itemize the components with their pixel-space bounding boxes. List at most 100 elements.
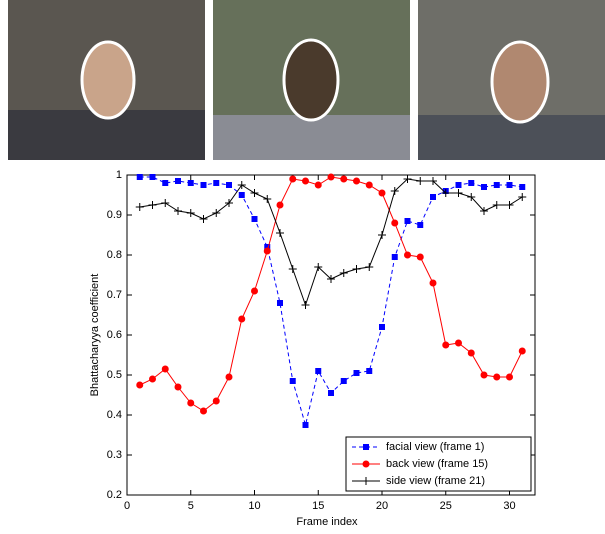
marker [288, 265, 297, 273]
marker [314, 263, 323, 271]
marker [365, 181, 373, 189]
marker [277, 300, 283, 306]
marker [455, 339, 462, 347]
marker [442, 341, 450, 349]
marker [225, 199, 233, 207]
x-tick-label: 20 [376, 500, 388, 512]
marker [467, 193, 476, 201]
marker [416, 253, 424, 261]
marker [353, 370, 360, 376]
marker [174, 383, 182, 391]
marker [480, 207, 488, 215]
marker [238, 192, 245, 198]
marker [391, 219, 399, 227]
marker [264, 244, 271, 250]
marker [327, 275, 335, 283]
marker [136, 381, 144, 389]
marker [430, 194, 436, 200]
marker [519, 184, 526, 190]
marker [467, 349, 475, 357]
marker [506, 182, 513, 188]
marker [301, 301, 310, 309]
marker [391, 254, 398, 260]
marker [340, 378, 347, 384]
marker [480, 371, 488, 379]
y-tick-label: 0.4 [107, 409, 122, 421]
legend-marker [363, 444, 369, 450]
x-tick-label: 5 [188, 500, 194, 512]
legend-marker [362, 460, 370, 468]
marker [187, 399, 195, 407]
marker [186, 209, 195, 217]
marker [213, 180, 220, 186]
marker [404, 218, 411, 224]
marker [481, 184, 487, 190]
marker [492, 201, 501, 209]
marker [162, 180, 169, 186]
photo-body [213, 115, 410, 160]
y-tick-label: 0.2 [107, 489, 122, 501]
marker [429, 279, 437, 287]
marker [468, 180, 475, 186]
marker [378, 231, 386, 239]
marker [403, 175, 412, 183]
marker [276, 229, 284, 237]
x-tick-label: 10 [248, 500, 260, 512]
marker [404, 251, 411, 259]
marker [212, 397, 220, 405]
marker [518, 193, 527, 201]
y-tick-label: 0.5 [107, 369, 122, 381]
marker [161, 365, 169, 373]
y-axis-label: Bhattacharyya coefficient [89, 274, 101, 397]
marker [339, 269, 348, 277]
marker [366, 368, 373, 374]
marker [175, 178, 181, 184]
marker [352, 265, 361, 273]
marker [314, 181, 322, 189]
marker [441, 189, 450, 197]
marker [365, 263, 374, 271]
marker [136, 174, 143, 180]
x-tick-label: 30 [503, 500, 515, 512]
x-tick-label: 25 [440, 500, 452, 512]
face-ellipse [282, 38, 340, 122]
legend-label: facial view (frame 1) [386, 441, 484, 453]
marker [161, 199, 170, 207]
marker [149, 174, 156, 180]
photo-strip [8, 0, 605, 160]
x-tick-label: 0 [124, 500, 130, 512]
marker [378, 189, 386, 197]
marker [429, 177, 437, 185]
marker [353, 177, 360, 185]
series [135, 175, 527, 309]
marker [302, 422, 309, 428]
marker [315, 368, 322, 374]
marker [505, 201, 514, 209]
marker [328, 390, 334, 396]
marker [506, 373, 513, 381]
y-tick-label: 1 [116, 169, 122, 181]
marker [455, 182, 462, 188]
legend-marker [362, 477, 370, 485]
photo-body [418, 115, 605, 160]
marker [226, 182, 232, 188]
marker [251, 216, 258, 222]
marker [225, 373, 233, 381]
marker [212, 209, 221, 217]
marker [200, 182, 207, 188]
marker [200, 407, 207, 415]
marker [379, 324, 385, 330]
marker [149, 375, 156, 383]
marker [148, 201, 157, 209]
y-tick-label: 0.7 [107, 289, 122, 301]
marker [289, 378, 296, 384]
marker [263, 195, 272, 203]
marker [340, 175, 348, 183]
marker [416, 177, 425, 185]
marker [454, 189, 463, 197]
face-ellipse [490, 40, 550, 124]
marker [493, 373, 501, 381]
marker [289, 175, 297, 183]
marker [238, 315, 246, 323]
